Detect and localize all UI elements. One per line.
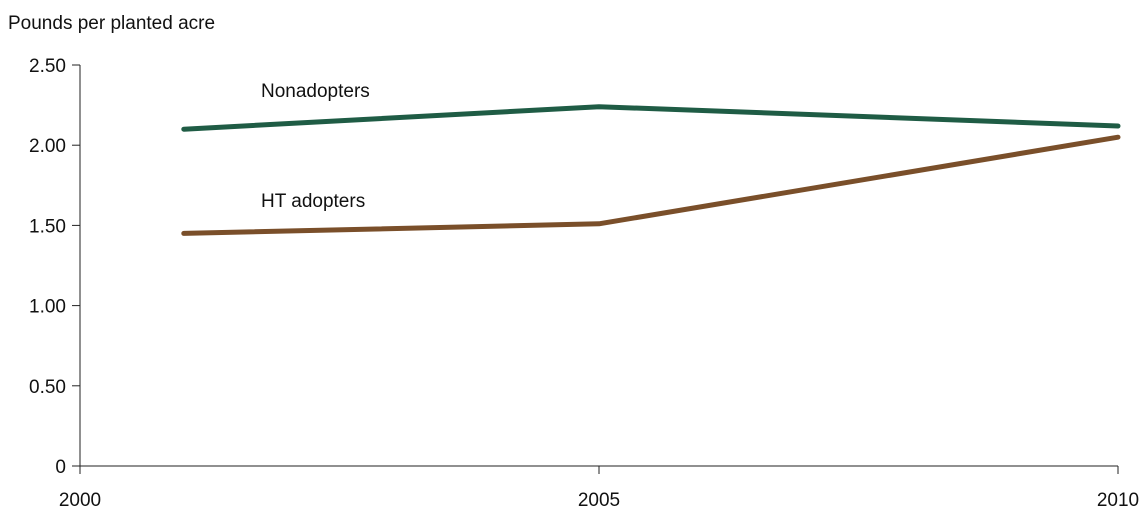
axes: 0 0.50 1.00 1.50 2.00 2.50 2000 2005 2010 <box>29 56 1139 511</box>
y-tick-label: 2.00 <box>29 136 66 157</box>
x-tick-label: 2005 <box>578 490 620 511</box>
y-tick-label: 1.00 <box>29 297 66 318</box>
y-axis-title: Pounds per planted acre <box>8 13 215 34</box>
series-labels: Nonadopters HT adopters <box>261 81 370 212</box>
x-tick-label: 2000 <box>59 490 101 511</box>
y-tick-label: 1.50 <box>29 216 66 237</box>
y-tick-label: 0 <box>55 457 66 478</box>
x-tick-label: 2010 <box>1097 490 1139 511</box>
y-tick-label: 0.50 <box>29 377 66 398</box>
y-tick-label: 2.50 <box>29 56 66 77</box>
series-label-1: HT adopters <box>261 191 365 212</box>
series-label-0: Nonadopters <box>261 81 370 102</box>
series-line-1 <box>181 134 1121 236</box>
series-line-0 <box>181 104 1121 132</box>
plot-area <box>181 104 1121 236</box>
